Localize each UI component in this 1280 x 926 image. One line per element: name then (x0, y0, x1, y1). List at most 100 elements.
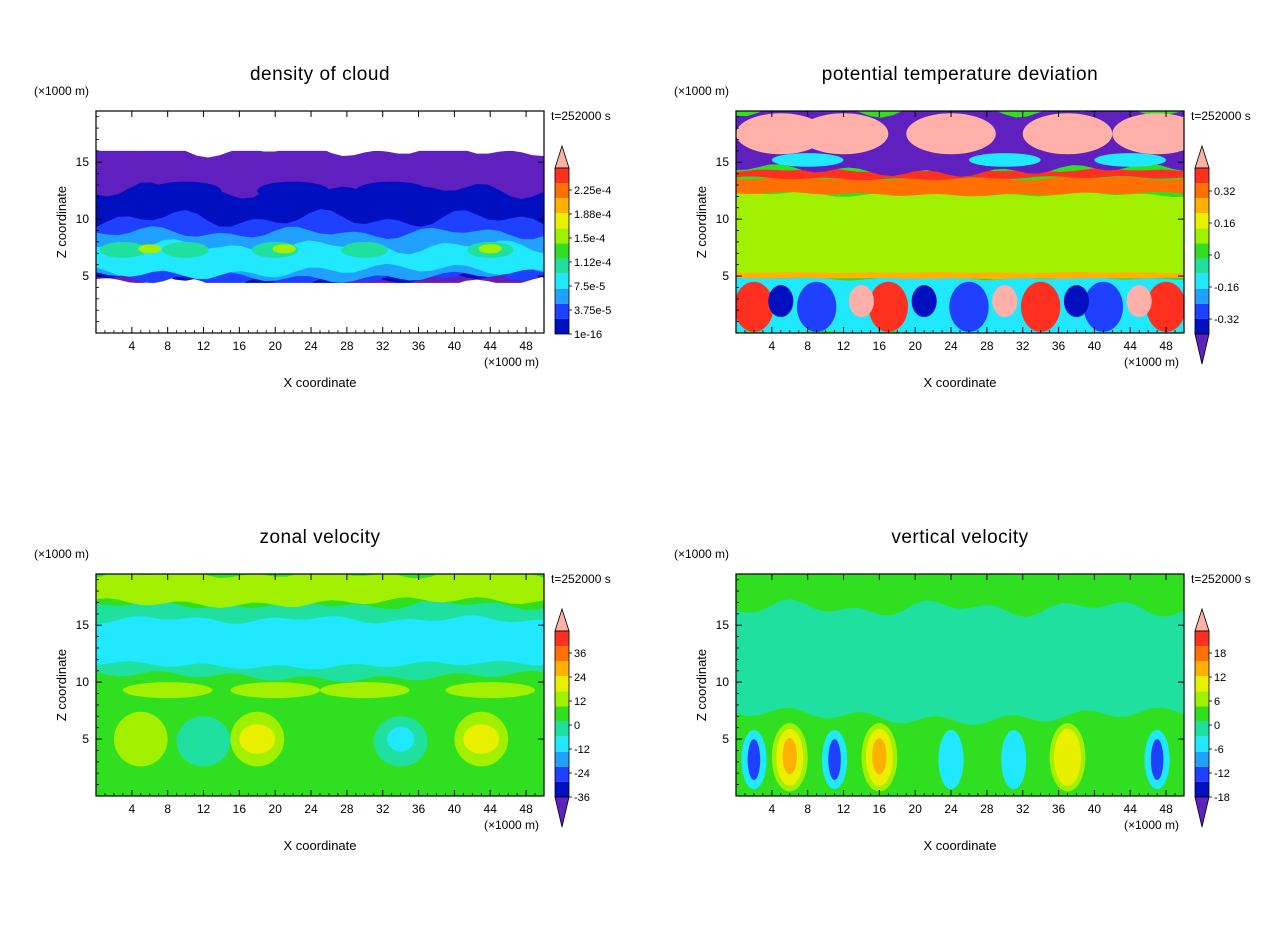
colorbar-swatch (555, 288, 569, 304)
x-tick-label: 40 (448, 802, 462, 816)
colorbar-swatch (555, 736, 569, 752)
u-cell-lime (230, 682, 320, 699)
colorbar-bottom-arrow (1194, 333, 1210, 365)
colorbar-tick-label: 0.16 (1214, 218, 1235, 230)
x-tick-label: 44 (1124, 339, 1138, 353)
colorbar-frame (554, 167, 570, 335)
cloud-cell-1.5e-4 (162, 241, 209, 258)
x-axis-unit: (×1000 m) (1124, 818, 1179, 832)
y-tick-label: 10 (716, 675, 730, 689)
time-annotation: t=252000 s (1191, 572, 1251, 586)
colorbar-tick-label: -12 (1214, 768, 1230, 780)
cloud-cell-1.5e-4 (341, 241, 389, 258)
colorbar-tick-label: 12 (1214, 672, 1226, 684)
x-tick-label: 44 (1124, 802, 1138, 816)
colorbar-bottom-arrow (1194, 796, 1210, 828)
u-cell-12 (239, 724, 276, 754)
x-tick-label: 24 (304, 339, 318, 353)
x-tick-label: 20 (909, 339, 923, 353)
cloud-cell-1.88e-4 (138, 244, 162, 254)
y-axis-label: Z coordinate (694, 649, 709, 721)
x-axis-label: X coordinate (284, 375, 357, 390)
theta-eddy-core (848, 285, 874, 318)
theta-eddy-core (768, 285, 794, 318)
chart-title: density of cloud (250, 64, 390, 85)
colorbar-swatch (1195, 198, 1209, 214)
theta-eddy (736, 281, 774, 332)
x-tick-label: 36 (412, 802, 426, 816)
w-updraft-18 (782, 737, 797, 775)
colorbar-swatch (1195, 631, 1209, 647)
x-axis-label: X coordinate (924, 838, 997, 853)
u-cell-6 (113, 711, 168, 767)
colorbar-tick-label: 1e-16 (574, 329, 602, 341)
x-tick-label: 16 (873, 339, 887, 353)
theta-inversion (736, 272, 1184, 279)
x-tick-label: 32 (376, 802, 390, 816)
x-tick-label: 28 (340, 802, 354, 816)
colorbar-swatch (555, 183, 569, 199)
y-tick-label: 5 (722, 732, 729, 746)
y-tick-label: 10 (716, 212, 730, 226)
colorbar-swatch (1195, 736, 1209, 752)
colorbar-swatch (1195, 303, 1209, 319)
x-tick-label: 24 (944, 339, 958, 353)
plot-frame (735, 573, 1185, 797)
y-axis-label: Z coordinate (54, 649, 69, 721)
theta-eddy-core (1063, 285, 1090, 318)
colorbar-swatch (555, 228, 569, 244)
colorbar-swatch (555, 213, 569, 229)
colorbar-swatch (1195, 228, 1209, 244)
colorbar-top-arrow (554, 144, 570, 169)
colorbar-swatch (1195, 706, 1209, 722)
w-updraft-18 (872, 737, 887, 775)
w-downdraft-12 (747, 739, 761, 781)
chart-svg: density of cloud (×1000 m) t=252000 s (×100… (34, 64, 611, 390)
theta-band-0 (736, 190, 1184, 280)
colorbar-tick-label: -18 (1214, 792, 1230, 804)
y-tick-label: 5 (82, 269, 89, 283)
colorbar: 36 24 12 0 -12 -24 -36 (554, 607, 590, 828)
x-tick-label: 36 (1052, 802, 1066, 816)
colorbar-tick-label: 6 (1214, 696, 1220, 708)
x-tick-label: 48 (519, 802, 533, 816)
cloud-cell-navy (257, 181, 329, 200)
u-band-cyan (96, 615, 544, 670)
u-cell-lime (445, 682, 536, 699)
cloud-cell-1.5e-4 (99, 241, 147, 258)
x-tick-label: 8 (804, 802, 811, 816)
y-axis-unit: (×1000 m) (674, 547, 729, 561)
theta-cell-pink (798, 113, 889, 155)
theta-eddy (1020, 281, 1061, 332)
u-cell-neg (176, 716, 231, 767)
y-axis-unit: (×1000 m) (34, 547, 89, 561)
colorbar-swatch (555, 646, 569, 662)
u-cell-neg-core (387, 726, 415, 752)
colorbar-tick-label: 1.5e-4 (574, 233, 605, 245)
u-cell-12 (463, 724, 500, 754)
colorbar-swatch (555, 706, 569, 722)
colorbar-bottom-arrow (554, 796, 570, 828)
chart-title: vertical velocity (891, 527, 1028, 548)
theta-eddy (796, 281, 837, 332)
colorbar-swatch (1195, 288, 1209, 304)
colorbar-tick-label: -0.32 (1214, 314, 1239, 326)
u-cell-lime (320, 682, 410, 699)
x-tick-label: 20 (269, 802, 283, 816)
x-axis-unit: (×1000 m) (484, 355, 539, 369)
colorbar-tick-label: -0.16 (1214, 282, 1239, 294)
time-annotation: t=252000 s (1191, 109, 1251, 123)
field (96, 111, 544, 333)
colorbar-tick-label: 0 (574, 720, 580, 732)
x-tick-label: 4 (128, 339, 135, 353)
colorbar-tick-label: 2.25e-4 (574, 185, 611, 197)
colorbar-swatch (555, 721, 569, 737)
clear-sky-top (96, 111, 544, 151)
x-axis-label: X coordinate (924, 375, 997, 390)
cloud-cell-1.88e-4 (478, 244, 502, 254)
colorbar-tick-label: 0 (1214, 250, 1220, 262)
colorbar-top-arrow (1194, 607, 1210, 632)
theta-eddy-core (911, 285, 937, 318)
x-tick-label: 40 (448, 339, 462, 353)
y-axis-unit: (×1000 m) (34, 84, 89, 98)
